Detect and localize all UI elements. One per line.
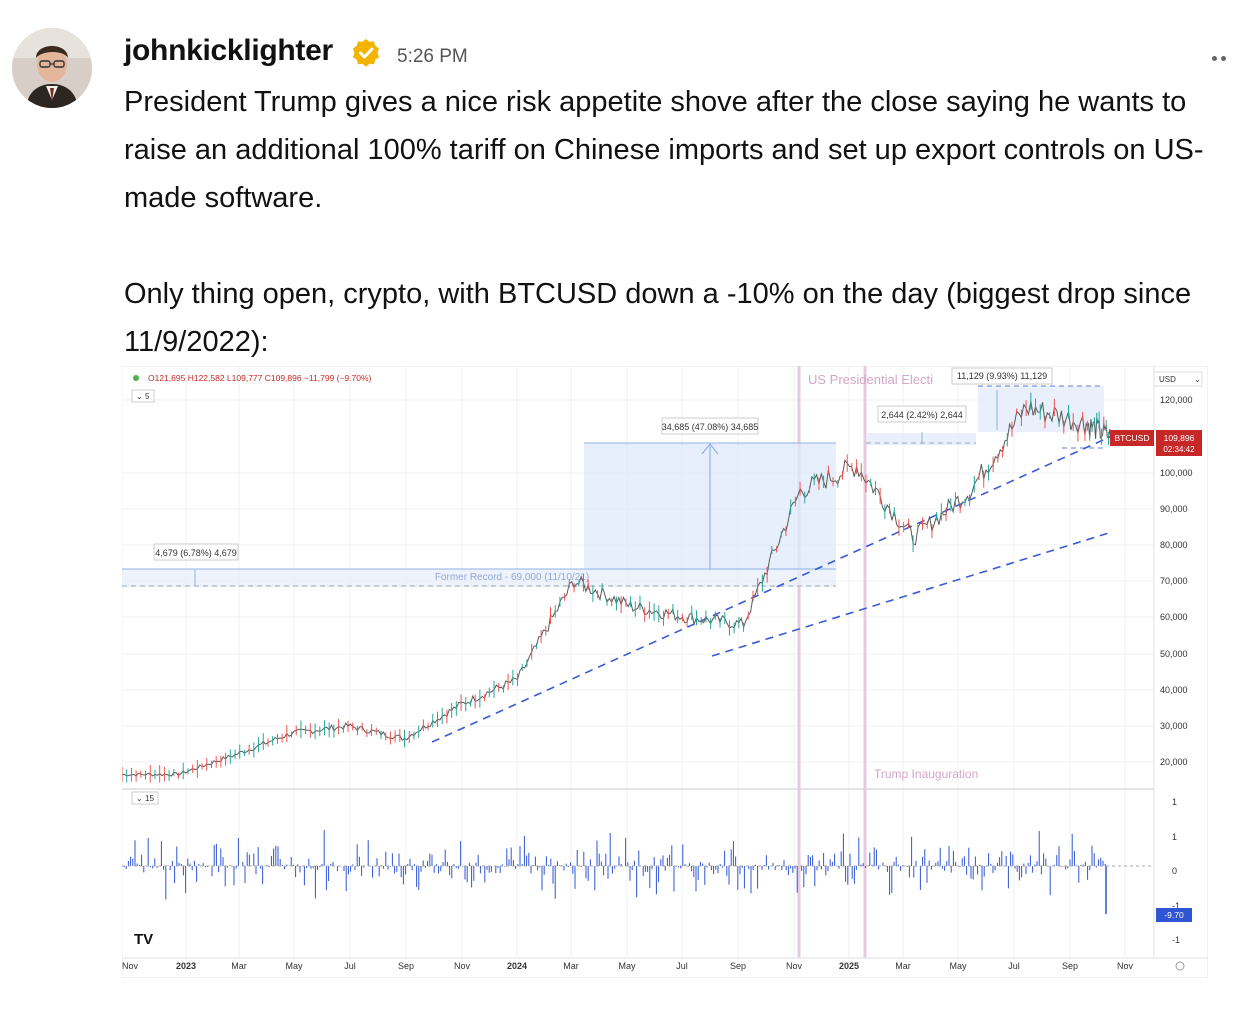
x-tick-label: Sep <box>730 961 746 971</box>
y-tick-label: 20,000 <box>1160 757 1188 767</box>
verified-badge-icon <box>350 37 382 69</box>
indicator-tick-label: -1 <box>1172 935 1180 945</box>
x-tick-label: Nov <box>454 961 471 971</box>
indicator-tick-label: 0 <box>1172 866 1177 876</box>
symbol-tag: BTCUSD <box>1115 433 1150 443</box>
svg-text:⌄: ⌄ <box>136 392 143 401</box>
y-tick-label: 30,000 <box>1160 721 1188 731</box>
us-election-annotation: US Presidential Electi <box>808 372 933 387</box>
range-label-4: 11,129 (9.93%) 11,129 <box>957 371 1047 381</box>
x-tick-label: May <box>949 961 967 971</box>
post-timestamp[interactable]: 5:26 PM <box>397 46 468 67</box>
indicator-interval-label[interactable]: 15 <box>145 794 154 803</box>
x-tick-label: Nov <box>122 961 139 971</box>
x-tick-label: Jul <box>1008 961 1020 971</box>
indicator-tick-label: 1 <box>1172 832 1177 842</box>
post-text-paragraph: Only thing open, crypto, with BTCUSD dow… <box>124 278 1192 358</box>
x-tick-label: Sep <box>1062 961 1078 971</box>
x-tick-label: Mar <box>563 961 579 971</box>
svg-text:⌄: ⌄ <box>1194 375 1201 384</box>
more-options-icon[interactable] <box>1212 48 1236 61</box>
y-tick-label: 50,000 <box>1160 649 1188 659</box>
inauguration-annotation: Trump Inauguration <box>874 767 978 781</box>
y-tick-label: 70,000 <box>1160 576 1188 586</box>
indicator-tick-label: -1 <box>1172 901 1180 911</box>
y-tick-label: 100,000 <box>1160 468 1193 478</box>
x-tick-label: Jul <box>676 961 688 971</box>
post-text-paragraph: President Trump gives a nice risk appeti… <box>124 86 1204 214</box>
author-username[interactable]: johnkicklighter <box>124 34 333 67</box>
svg-text:⌄: ⌄ <box>136 794 143 803</box>
range-label-3: 2,644 (2.42%) 2,644 <box>881 410 963 420</box>
avatar[interactable] <box>12 28 92 108</box>
x-tick-label: Nov <box>1117 961 1134 971</box>
y-tick-label: 60,000 <box>1160 612 1188 622</box>
y-tick-label: 90,000 <box>1160 504 1188 514</box>
x-tick-label: 2025 <box>839 961 859 971</box>
tradingview-logo-icon: TV <box>134 931 153 948</box>
y-tick-label: 80,000 <box>1160 540 1188 550</box>
range-label-1: 4,679 (6.78%) 4,679 <box>155 548 237 558</box>
chart-image[interactable]: US Presidential Electi Trump Inauguratio… <box>121 365 1209 979</box>
price-tag-countdown: 02:34:42 <box>1163 445 1195 454</box>
x-tick-label: Jul <box>344 961 356 971</box>
indicator-last-value: -9.70 <box>1164 910 1184 920</box>
x-tick-label: 2024 <box>507 961 527 971</box>
y-tick-label: 40,000 <box>1160 685 1188 695</box>
currency-selector[interactable]: USD <box>1159 375 1176 384</box>
interval-label[interactable]: 5 <box>145 392 150 401</box>
x-tick-label: Sep <box>398 961 414 971</box>
indicator-tick-label: 1 <box>1172 797 1177 807</box>
ohlc-readout: O121,695 H122,582 L109,777 C109,896 −11,… <box>148 373 372 383</box>
x-tick-label: Mar <box>231 961 247 971</box>
x-tick-label: Nov <box>786 961 803 971</box>
price-tag-value: 109,896 <box>1164 433 1195 443</box>
x-tick-label: 2023 <box>176 961 196 971</box>
former-record-annotation: Former Record - 69,000 (11/10/21) <box>435 572 589 583</box>
y-tick-label: 120,000 <box>1160 395 1193 405</box>
x-tick-label: May <box>618 961 636 971</box>
x-tick-label: May <box>285 961 303 971</box>
x-tick-label: Mar <box>895 961 911 971</box>
range-label-2: 34,685 (47.08%) 34,685 <box>662 422 759 432</box>
